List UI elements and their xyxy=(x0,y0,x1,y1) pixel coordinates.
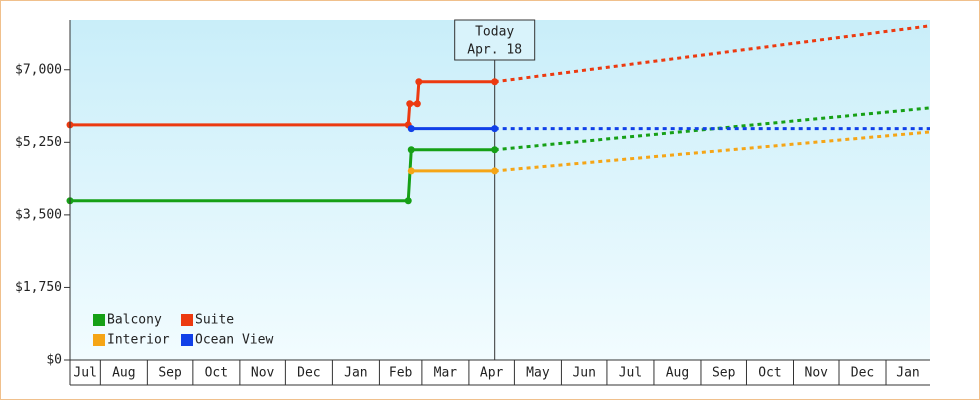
x-tick-label: Oct xyxy=(758,366,781,381)
forecast-line xyxy=(494,24,931,84)
x-tick-label: Jul xyxy=(619,366,642,381)
y-tick-label: $3,500 xyxy=(15,207,62,222)
y-tick-label: $7,000 xyxy=(15,62,62,77)
y-tick-label: $5,250 xyxy=(15,135,62,150)
point xyxy=(491,146,499,154)
legend-swatch xyxy=(181,334,193,346)
point xyxy=(491,78,499,86)
point xyxy=(415,78,423,86)
x-tick-label: Jan xyxy=(896,366,919,381)
x-tick-label: Dec xyxy=(851,366,874,381)
x-tick-label: Aug xyxy=(112,366,135,381)
x-tick-label: Nov xyxy=(805,366,829,381)
today-date: Apr. 18 xyxy=(467,43,522,58)
x-tick-label: Mar xyxy=(434,366,458,381)
x-tick-label: Nov xyxy=(251,366,275,381)
x-tick-label: Oct xyxy=(205,366,228,381)
legend-swatch xyxy=(93,314,105,326)
y-tick-label: $1,750 xyxy=(15,280,62,295)
legend-swatch xyxy=(93,334,105,346)
x-tick-label: Jul xyxy=(73,366,96,381)
legend-label: Balcony xyxy=(107,313,162,328)
today-label: Today xyxy=(475,25,514,40)
point xyxy=(491,167,499,175)
point xyxy=(404,197,412,205)
legend-label: Ocean View xyxy=(195,333,273,348)
point xyxy=(491,125,499,133)
price-line xyxy=(70,148,495,203)
legend-label: Suite xyxy=(195,313,234,328)
point xyxy=(413,100,421,108)
legend-swatch xyxy=(181,314,193,326)
point xyxy=(407,167,415,175)
today-box xyxy=(454,19,536,61)
x-tick-label: Aug xyxy=(666,366,689,381)
x-tick-label: Dec xyxy=(297,366,320,381)
legend-label: Interior xyxy=(107,333,170,348)
x-tick-label: Sep xyxy=(712,366,736,381)
point xyxy=(406,100,414,108)
plot-area xyxy=(70,20,930,360)
x-tick-label: Jun xyxy=(572,366,595,381)
y-tick-label: $0 xyxy=(46,353,62,368)
price-line xyxy=(70,80,495,127)
x-tick-label: Jan xyxy=(344,366,367,381)
point xyxy=(407,125,415,133)
x-tick-label: Sep xyxy=(158,366,182,381)
forecast-line xyxy=(494,130,931,173)
x-tick-label: Feb xyxy=(389,366,413,381)
point xyxy=(407,146,415,154)
x-tick-label: May xyxy=(526,366,550,381)
x-tick-label: Apr xyxy=(480,366,504,381)
